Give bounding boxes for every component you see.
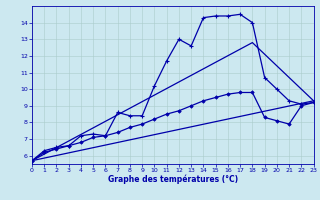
X-axis label: Graphe des températures (°C): Graphe des températures (°C) <box>108 175 238 184</box>
